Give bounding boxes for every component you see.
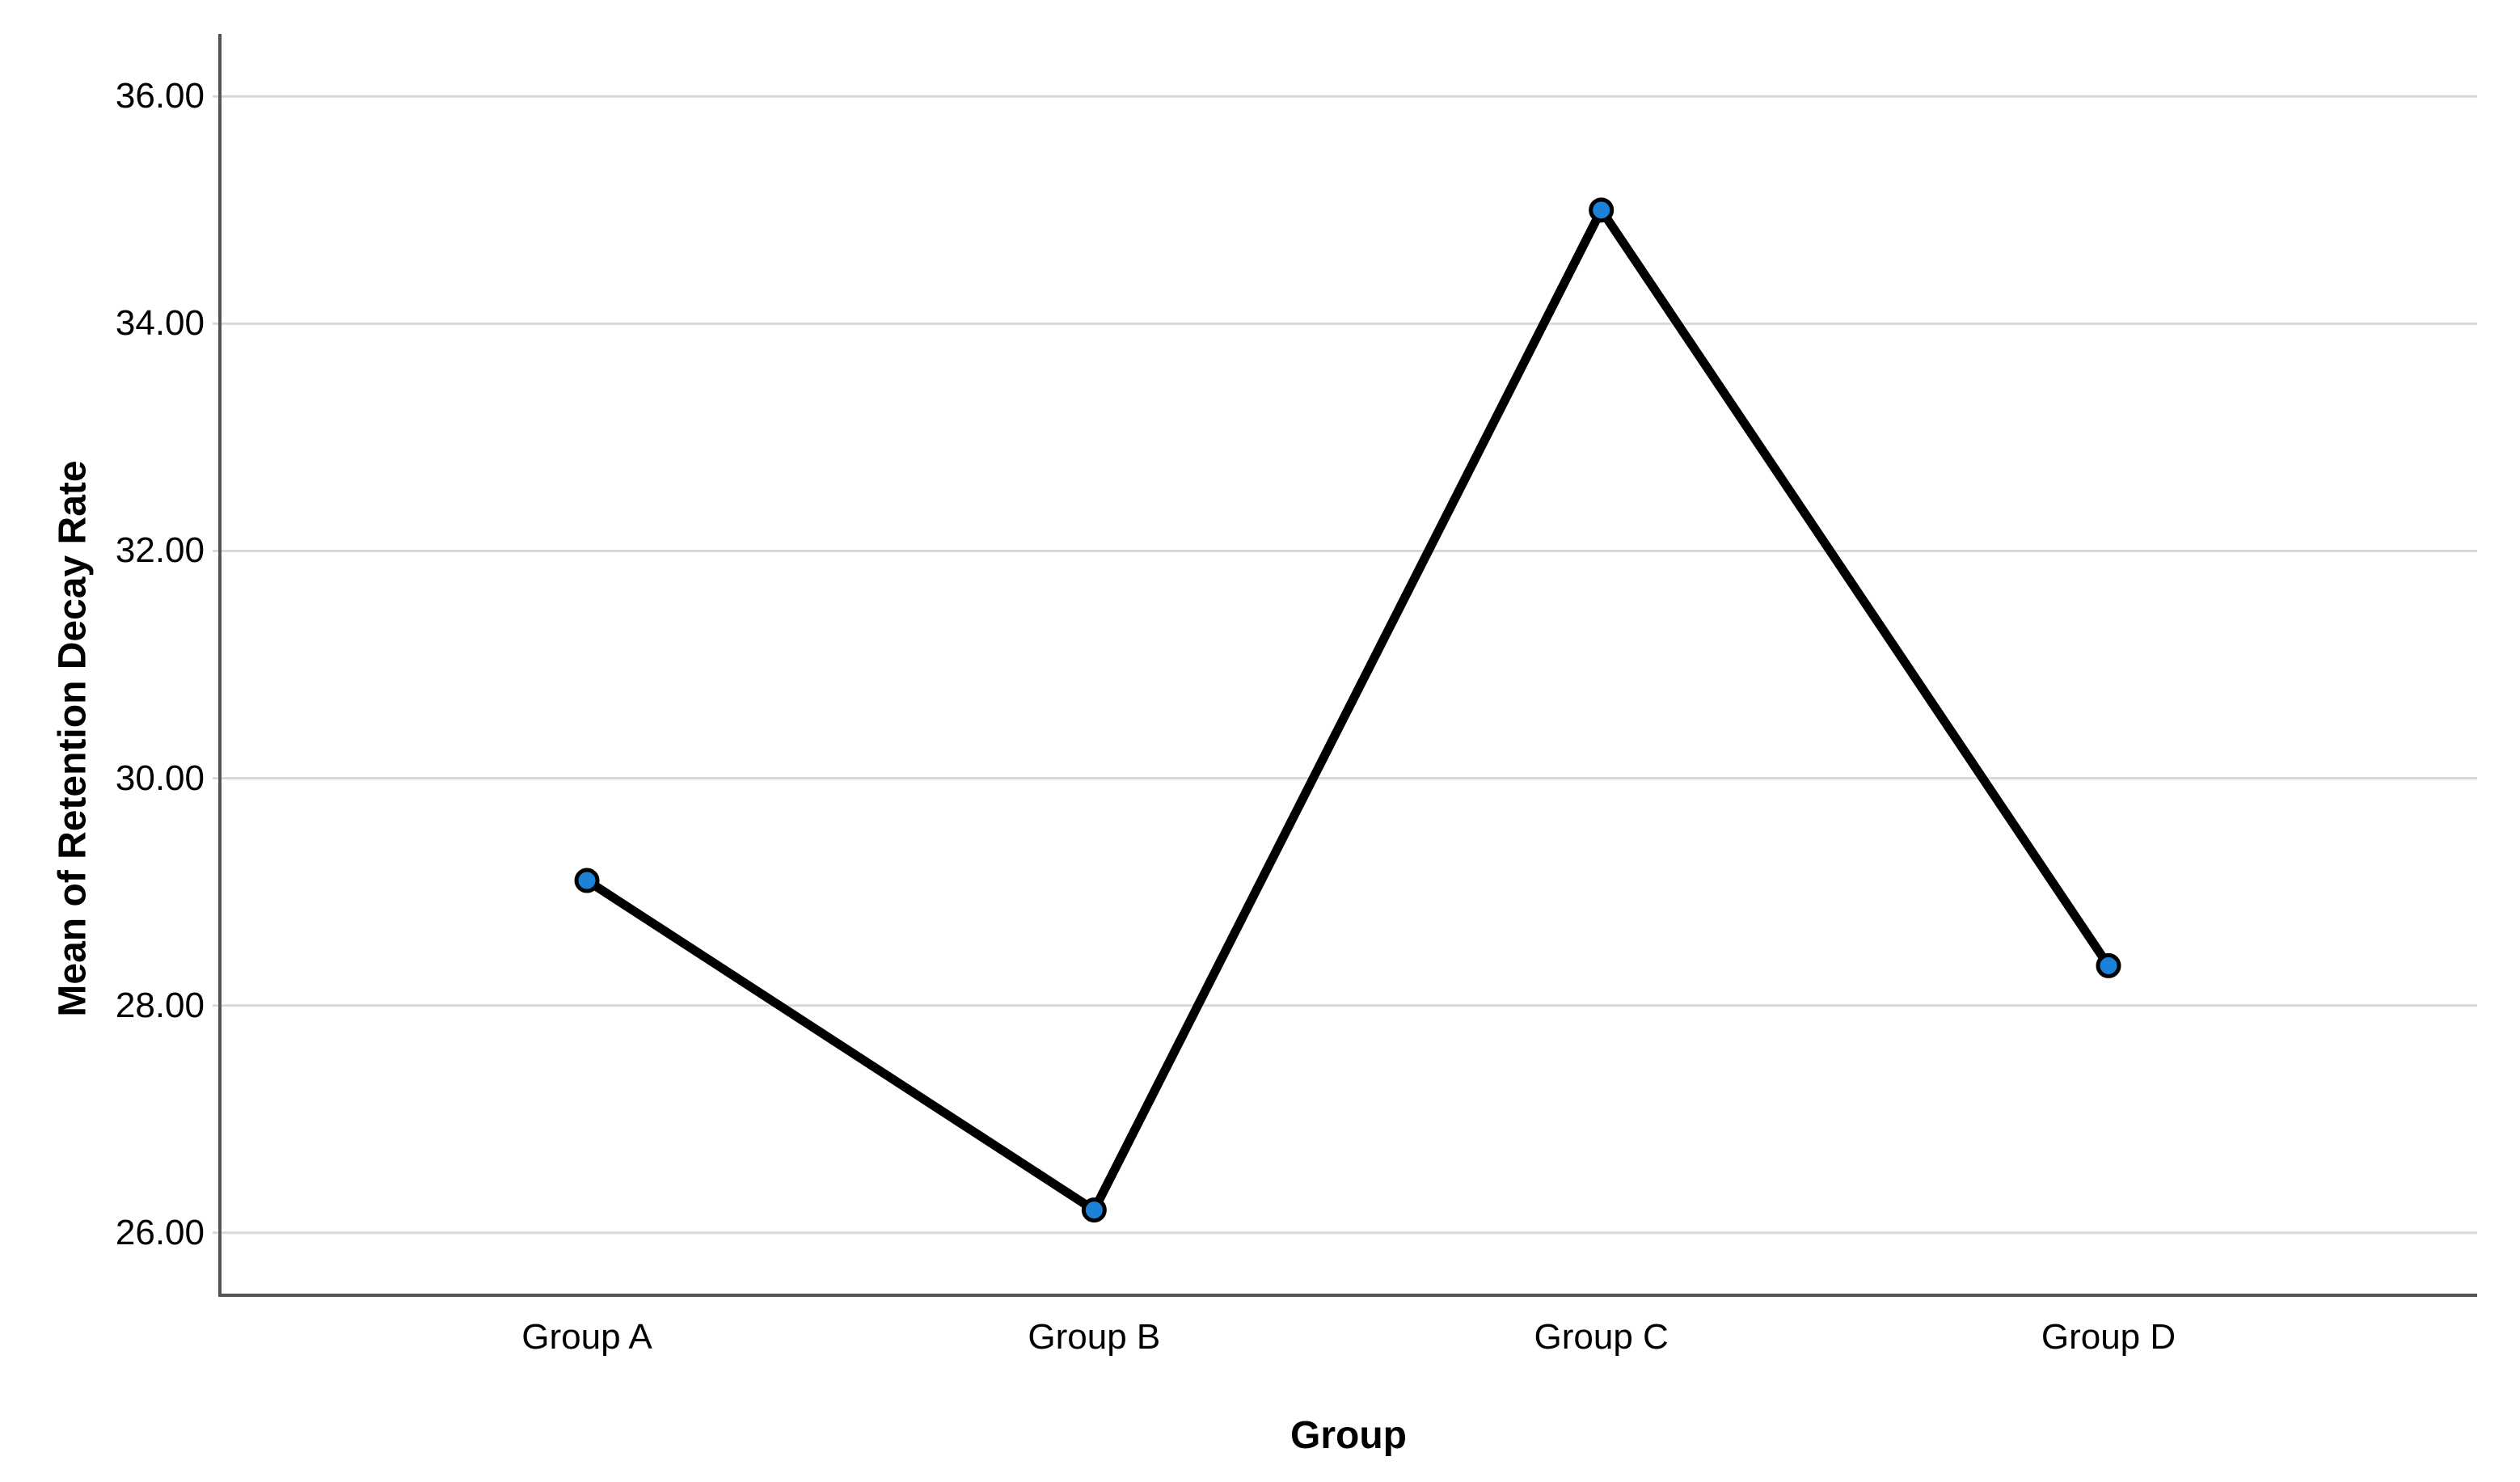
data-point-marker xyxy=(1081,1197,1107,1223)
data-line xyxy=(582,205,2113,1215)
y-tick-label: 26.00 xyxy=(115,1212,205,1252)
x-tick-label: Group B xyxy=(1028,1317,1161,1357)
y-tick-label: 28.00 xyxy=(115,985,205,1025)
x-tick-label: Group C xyxy=(1534,1317,1669,1357)
x-tick-label: Group A xyxy=(521,1317,652,1357)
data-point-marker xyxy=(2096,952,2121,978)
y-tick-label: 36.00 xyxy=(115,76,205,116)
x-axis-title: Group xyxy=(1290,1414,1407,1457)
data-point-marker xyxy=(574,868,600,893)
y-tick-label: 30.00 xyxy=(115,758,205,798)
data-point-marker xyxy=(1589,197,1615,223)
y-tick-label: 32.00 xyxy=(115,530,205,571)
y-tick-label: 34.00 xyxy=(115,303,205,344)
x-tick-label: Group D xyxy=(2041,1317,2176,1357)
